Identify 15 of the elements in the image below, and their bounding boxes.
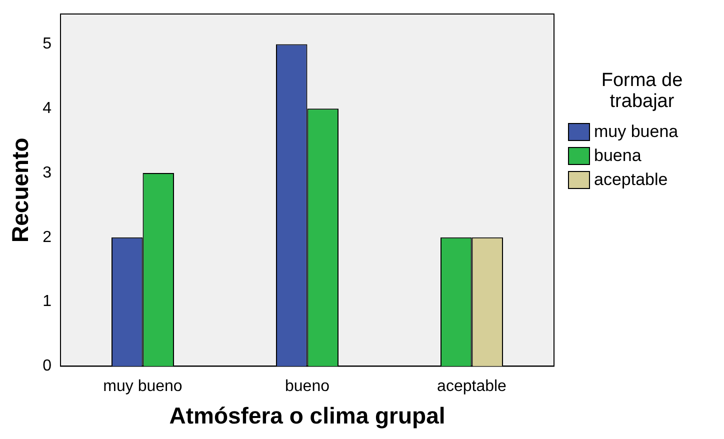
- y-tick-label: 0: [42, 358, 52, 375]
- y-tick-label: 2: [42, 228, 52, 246]
- y-tick-label: 5: [42, 36, 52, 53]
- x-tick-label: muy bueno: [103, 378, 182, 396]
- y-tick-label: 4: [42, 100, 52, 118]
- legend-label: muy buena: [594, 122, 678, 142]
- x-tick-label: aceptable: [437, 378, 507, 396]
- x-axis-title: Atmósfera o clima grupal: [169, 402, 446, 429]
- legend-title: Forma de trabajar: [600, 70, 684, 112]
- legend-label: buena: [594, 146, 642, 166]
- x-tick-label: bueno: [285, 378, 330, 396]
- legend-label: aceptable: [594, 170, 668, 190]
- y-tick-label: 1: [42, 293, 52, 310]
- y-tick-label: 3: [42, 164, 52, 182]
- y-axis-title: Recuento: [7, 138, 34, 242]
